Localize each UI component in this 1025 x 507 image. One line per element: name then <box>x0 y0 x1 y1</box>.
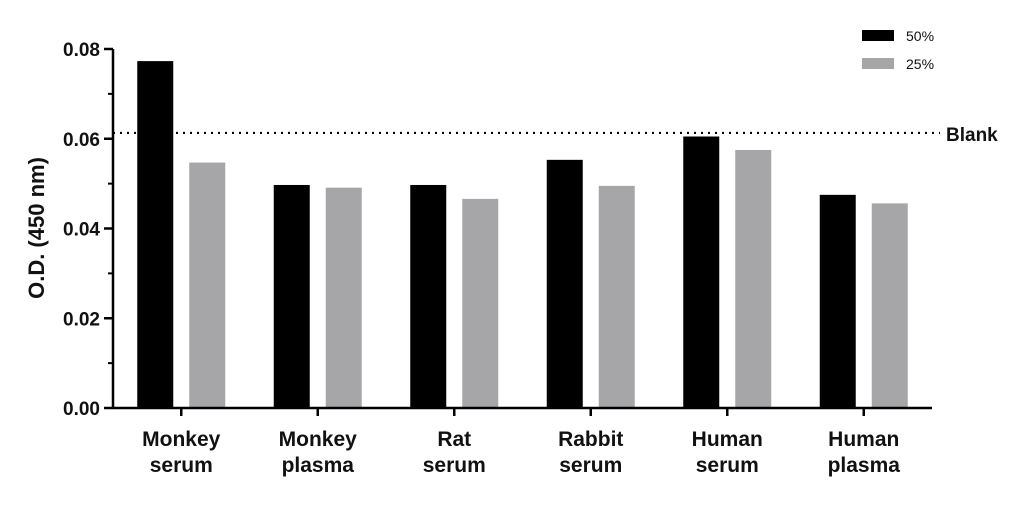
bars-group <box>137 61 908 409</box>
x-category-label-line: plasma <box>828 454 901 477</box>
bar-series-2 <box>598 185 635 408</box>
x-category-label: Human serum <box>692 428 763 477</box>
y-tick-label: 0.02 <box>63 309 100 330</box>
bar-series-2 <box>462 198 499 408</box>
x-category-label-line: serum <box>150 454 213 477</box>
x-category-label-line: Monkey <box>142 428 221 451</box>
x-category-label-line: serum <box>423 454 486 477</box>
x-category-label-line: Monkey <box>279 428 358 451</box>
x-category-label-line: Rat <box>437 428 471 451</box>
bar-series-1 <box>819 194 856 408</box>
x-category-label: Monkey serum <box>142 428 221 477</box>
bar-series-2 <box>871 203 908 408</box>
legend-swatch <box>862 58 894 69</box>
x-category-label-line: Rabbit <box>558 428 623 451</box>
bar-series-1 <box>546 159 583 408</box>
x-category-label-line: serum <box>696 454 759 477</box>
x-category-label-line: Human <box>828 428 899 451</box>
legend: 50% 25% <box>862 28 934 72</box>
y-tick-label: 0.00 <box>63 399 100 420</box>
x-category-label-line: Human <box>692 428 763 451</box>
bar-series-2 <box>735 149 772 408</box>
bar-series-1 <box>137 61 174 409</box>
bar-series-1 <box>273 184 310 408</box>
legend-label: 25% <box>906 56 934 72</box>
x-category-label-line: serum <box>559 454 622 477</box>
bar-series-1 <box>410 184 447 408</box>
bar-series-2 <box>325 187 362 408</box>
axes-group: 0.00 0.02 0.04 0.06 0.08 Monkey serum Monkey pla… <box>63 40 932 477</box>
blank-reference-label: Blank <box>946 125 998 146</box>
y-tick-label: 0.08 <box>63 40 100 61</box>
y-tick-label: 0.04 <box>63 220 100 241</box>
bar-series-1 <box>683 136 720 408</box>
legend-swatch <box>862 30 894 41</box>
y-axis-title: O.D. (450 nm) <box>24 157 49 299</box>
x-category-label-line: plasma <box>282 454 355 477</box>
legend-label: 50% <box>906 28 934 44</box>
x-category-label: Rabbit serum <box>558 428 623 477</box>
bar-series-2 <box>189 162 226 408</box>
x-category-label: Monkey plasma <box>279 428 358 477</box>
x-category-label: Rat serum <box>423 428 486 477</box>
y-tick-label: 0.06 <box>63 130 100 151</box>
x-category-label: Human plasma <box>828 428 901 477</box>
reference-line-group: Blank <box>113 125 998 146</box>
